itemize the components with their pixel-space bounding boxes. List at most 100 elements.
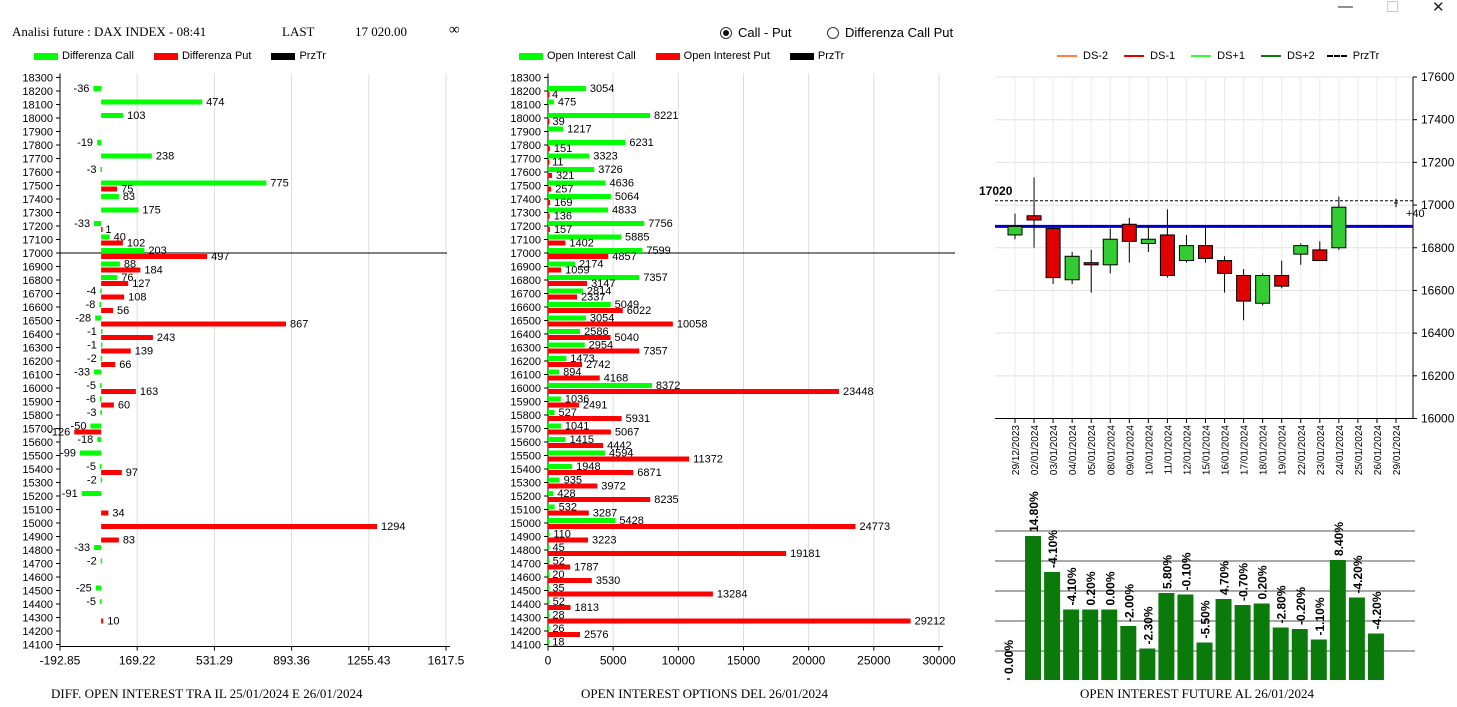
bar	[548, 302, 611, 307]
x-tick-label: 11/01/2024	[1163, 425, 1174, 475]
y-tick-label: 15900	[22, 397, 53, 409]
bar	[548, 389, 840, 394]
oi-bar-label: 0.00%	[1103, 571, 1117, 605]
y-tick-label: 18100	[510, 100, 541, 112]
radio-diff-label: Differenza Call Put	[845, 25, 954, 40]
y-tick-label: 15400	[510, 464, 541, 476]
data-label: -18	[77, 434, 93, 446]
y-tick-label: 18000	[22, 113, 53, 125]
x-tick-label: 531.29	[196, 654, 233, 668]
last-label: LAST	[282, 24, 315, 39]
y-tick-label: 14500	[22, 586, 53, 598]
x-tick-label: 25/01/2024	[1354, 425, 1365, 475]
bar	[100, 410, 102, 415]
data-label: 8235	[654, 494, 678, 506]
y-tick-label: 14100	[510, 640, 541, 652]
candle-body	[1121, 223, 1137, 242]
y-tick-label: 15600	[510, 437, 541, 449]
close-button[interactable]: ✕	[1432, 0, 1445, 16]
x-tick-label: 893.36	[273, 654, 310, 668]
bar	[94, 545, 102, 550]
data-label: 3147	[591, 278, 615, 290]
right-legend: DS-2 DS-1 DS+1 DS+2 PrzTr	[1057, 50, 1379, 62]
header-title: Analisi future : DAX INDEX - 08:41	[12, 24, 207, 39]
x-tick-label: 17/01/2024	[1240, 425, 1251, 475]
radio-call-put-label: Call - Put	[738, 25, 792, 40]
data-label: 169	[554, 197, 572, 209]
bar	[548, 221, 645, 226]
y-tick-label: 16300	[510, 343, 541, 355]
data-label: 83	[123, 535, 135, 547]
radio-unselected-icon[interactable]	[827, 26, 839, 39]
y-tick-label: 14200	[510, 626, 541, 638]
infinity-icon[interactable]: ∞	[449, 22, 460, 38]
bar	[101, 402, 114, 408]
oi-bar	[1044, 572, 1061, 680]
bar	[548, 321, 673, 327]
bar	[101, 248, 145, 253]
bar	[101, 186, 118, 192]
legend-line-ds-2	[1057, 55, 1077, 57]
y-tick-label: 17000	[510, 248, 541, 260]
data-label: 2814	[587, 286, 611, 298]
y-tick-label: 14300	[22, 613, 53, 625]
data-label: 23448	[843, 386, 874, 398]
oi-bar-label: -0.70%	[1237, 563, 1251, 601]
data-label: 321	[556, 170, 574, 182]
bar	[101, 537, 119, 543]
oi-bar	[1272, 627, 1289, 680]
y-tick-label: 17000	[22, 248, 53, 260]
minimize-button[interactable]: —	[1338, 0, 1353, 15]
data-label: -33	[74, 367, 90, 379]
legend-swatch-red	[655, 52, 680, 60]
candle-body	[1045, 228, 1061, 279]
data-label: 2337	[581, 292, 605, 304]
y-tick-label: 15500	[22, 451, 53, 463]
bar	[548, 545, 550, 550]
data-label: 497	[211, 251, 229, 263]
bar	[548, 578, 592, 583]
x-tick-label: 10/01/2024	[1144, 425, 1155, 475]
data-label: 3323	[593, 151, 617, 163]
x-tick-label: 18/01/2024	[1259, 425, 1270, 475]
radio-selected-icon[interactable]	[720, 26, 732, 39]
oi-bar	[1367, 633, 1384, 680]
candle-body	[1102, 238, 1118, 266]
data-label: 18	[552, 637, 564, 649]
y-tick-label: 15300	[22, 478, 53, 490]
y-tick-label: 14800	[510, 545, 541, 557]
legend-swatch-green	[34, 52, 58, 60]
oi-bar	[1329, 560, 1346, 680]
candle-body	[1217, 260, 1233, 274]
y-tick-label: 16000	[1421, 412, 1455, 426]
y-tick-label: 15700	[22, 424, 53, 436]
radio-diff-call-put[interactable]: Differenza Call Put	[827, 25, 953, 40]
radio-call-put[interactable]: Call - Put	[720, 25, 791, 40]
data-label: -1	[87, 326, 97, 338]
data-label: 34	[112, 508, 124, 520]
bar	[548, 450, 606, 456]
maximize-button[interactable]: ☐	[1386, 0, 1400, 16]
bar	[548, 537, 589, 543]
x-tick-label: 05/01/2024	[1087, 425, 1098, 475]
oi-bar-label: -2.00%	[1122, 584, 1136, 622]
bar	[99, 396, 102, 402]
oi-bar-label: -4.10%	[1065, 567, 1079, 605]
candle-body	[1178, 245, 1194, 262]
y-tick-label: 15700	[510, 424, 541, 436]
oi-bar-label: -4.20%	[1351, 555, 1365, 593]
y-tick-label: 17700	[22, 154, 53, 166]
y-tick-label: 14600	[510, 572, 541, 584]
candle-body	[1255, 274, 1271, 304]
data-label: 2576	[584, 629, 608, 641]
candle-body	[1140, 238, 1156, 244]
bar	[548, 518, 616, 523]
data-label: -2	[87, 556, 97, 568]
x-tick-label: 19/01/2024	[1278, 425, 1289, 475]
bar	[548, 159, 550, 165]
y-tick-label: 17500	[22, 181, 53, 193]
bar	[548, 618, 911, 624]
legend-label: Differenza Call	[62, 50, 134, 62]
bar	[548, 510, 589, 516]
